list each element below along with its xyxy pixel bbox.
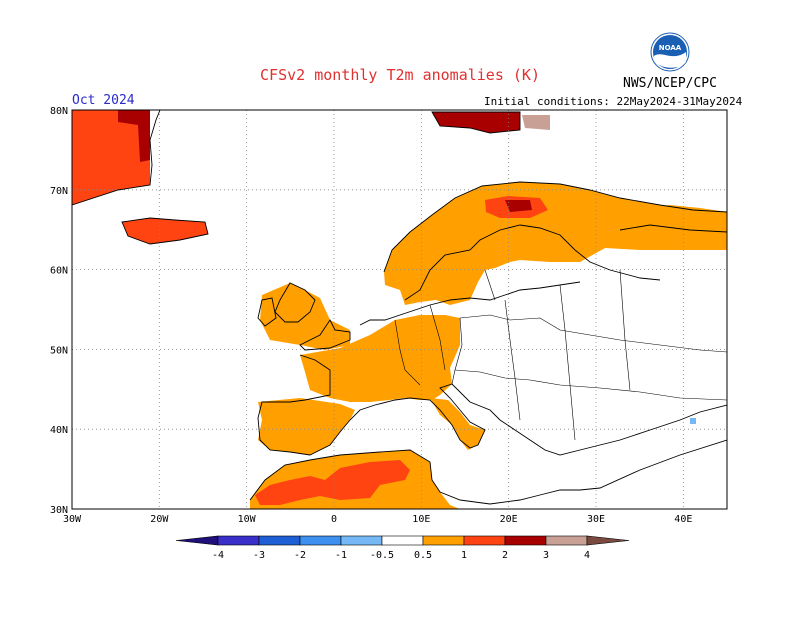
lat-tick-label: 70N [50,186,68,197]
colorbar-label: 2 [502,550,508,561]
chart-title: CFSv2 monthly T2m anomalies (K) [260,66,540,84]
colorbar-segment [258,535,301,546]
lat-tick-label: 30N [50,505,68,516]
lon-tick-label: 20W [150,514,169,525]
colorbar-label: -2 [294,550,306,561]
colorbar-segment [340,535,383,546]
coastlines [72,110,727,505]
colorbar-label: -3 [253,550,265,561]
svalbard-anomaly [432,112,520,133]
iberia-anomaly [258,398,355,455]
lat-tick-label: 50N [50,345,68,356]
western-europe-anomaly [300,315,460,402]
scandinavia-anomaly [384,182,727,305]
colorbar-label: -4 [212,550,224,561]
colorbar-arrow-high [586,535,630,546]
lat-tick-label: 60N [50,266,68,277]
colorbar: -4 -3 -2 -1 -0.5 0.5 1 2 3 4 [175,535,630,561]
noaa-logo-icon: NOAA [650,32,690,72]
country-borders [394,269,727,441]
colorbar-segment [217,535,260,546]
colorbar-label: 1 [461,550,467,561]
colorbar-label: -0.5 [370,550,394,561]
lapland-warm3 [505,200,532,212]
agency-label: NWS/NCEP/CPC [623,76,717,91]
anomaly-fills [72,110,727,509]
colorbar-label: 0.5 [414,550,432,561]
lon-tick-label: 0 [331,514,337,525]
latitude-labels: 30N 40N 50N 60N 70N 80N [50,106,68,516]
colorbar-label: 3 [543,550,549,561]
lon-tick-label: 30E [587,514,605,525]
greenland-warm3 [118,110,150,162]
franz-josef-anomaly [522,115,550,130]
colorbar-segment [463,535,506,546]
lon-tick-label: 10E [412,514,430,525]
colorbar-segment [422,535,465,546]
colorbar-segment [381,535,424,546]
lon-tick-label: 30W [63,514,82,525]
colorbar-segment [299,535,342,546]
lat-tick-label: 80N [50,106,68,117]
lon-tick-label: 40E [674,514,692,525]
lon-tick-label: 20E [500,514,518,525]
colorbar-segment [545,535,588,546]
colorbar-arrow-low [175,535,219,546]
colorbar-segment [504,535,547,546]
cool-cell [690,418,696,424]
lon-tick-label: 10W [238,514,257,525]
plot-frame [71,109,728,510]
colorbar-label: 4 [584,550,590,561]
svg-text:NOAA: NOAA [659,44,682,52]
initial-conditions: Initial conditions: 22May2024-31May2024 [484,95,743,108]
north-africa-warm2 [255,460,410,505]
longitude-labels: 30W 20W 10W 0 10E 20E 30E 40E [63,514,692,525]
colorbar-label: -1 [335,550,347,561]
forecast-month: Oct 2024 [72,93,135,108]
lat-tick-label: 40N [50,425,68,436]
gridlines [71,109,727,510]
greenland-anomaly [72,110,150,205]
italy-anomaly [430,398,485,450]
iceland-anomaly [122,218,208,244]
